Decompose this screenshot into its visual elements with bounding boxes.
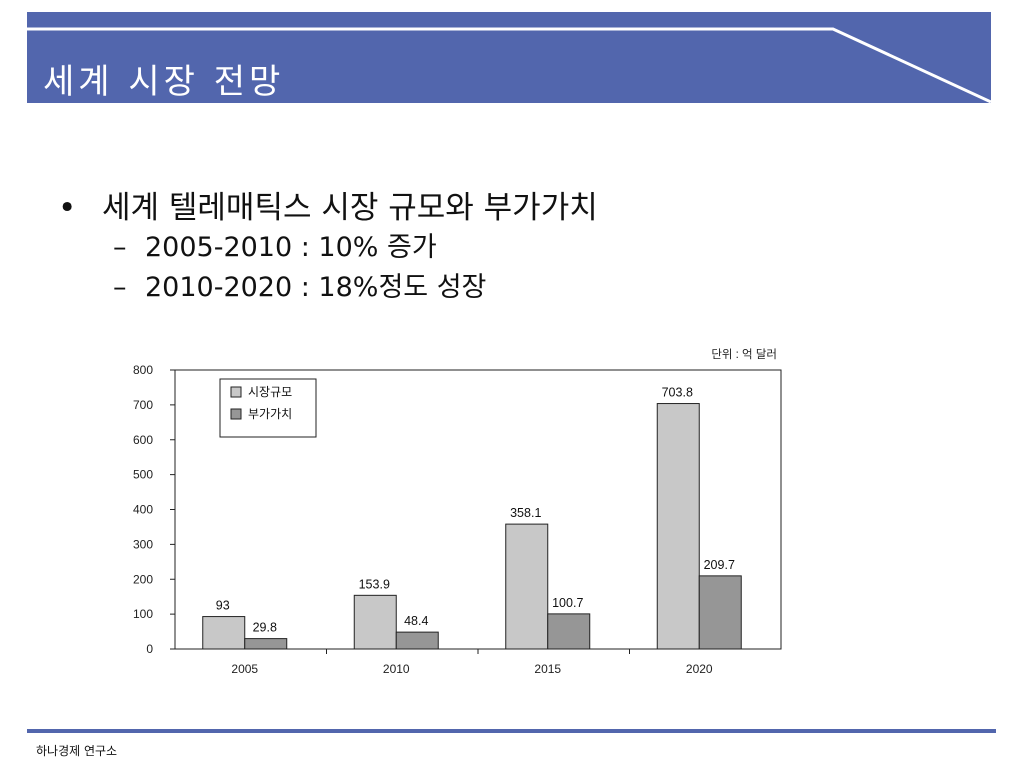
legend-label: 시장규모 <box>248 385 292 399</box>
bar-market-size <box>202 616 246 650</box>
footer-line <box>27 729 996 733</box>
x-tick-label: 2005 <box>231 662 258 676</box>
bar-value-label: 153.9 <box>359 577 390 591</box>
y-tick-label: 600 <box>133 433 153 447</box>
x-tick-label: 2020 <box>686 662 713 676</box>
sub-bullet-dash: – <box>113 232 127 263</box>
unit-note: 단위 : 억 달러 <box>711 347 777 361</box>
bullet-dot: • <box>58 190 77 226</box>
y-tick-label: 300 <box>133 537 153 551</box>
title-bar-decoration <box>27 27 991 103</box>
bar-market-size <box>656 403 700 650</box>
title-bar: 세계 시장 전망 <box>27 12 991 103</box>
bullet-main-text: 세계 텔레매틱스 시장 규모와 부가가치 <box>102 190 598 226</box>
bar-value-label: 209.7 <box>704 558 735 572</box>
bar-value-label: 93 <box>216 599 230 613</box>
y-tick-label: 800 <box>133 363 153 377</box>
bar-value-label: 358.1 <box>510 506 541 520</box>
bar-market-size <box>505 523 549 650</box>
sub-bullet-dash: – <box>113 272 127 303</box>
x-tick-label: 2015 <box>534 662 561 676</box>
sub-bullet-2-text: 2010-2020 : 18%정도 성장 <box>145 272 487 303</box>
bar-value-added <box>698 575 742 650</box>
bar-value-label: 703.8 <box>662 386 693 400</box>
bar-value-added <box>547 613 591 650</box>
y-tick-label: 500 <box>133 468 153 482</box>
bar-market-size <box>353 594 397 650</box>
bar-value-label: 29.8 <box>253 621 277 635</box>
y-tick-label: 0 <box>146 642 153 656</box>
bar-value-label: 100.7 <box>552 596 583 610</box>
bullet-list: • 세계 텔레매틱스 시장 규모와 부가가치 –2005-2010 : 10% 증… <box>58 188 598 308</box>
y-tick-label: 100 <box>133 607 153 621</box>
legend-label: 부가가치 <box>248 407 292 421</box>
bar-value-added <box>244 638 288 650</box>
x-tick-label: 2010 <box>383 662 410 676</box>
bar-value-label: 48.4 <box>404 614 428 628</box>
sub-bullet-2: –2010-2020 : 18%정도 성장 <box>113 268 598 308</box>
y-tick-label: 200 <box>133 572 153 586</box>
sub-bullet-1-text: 2005-2010 : 10% 증가 <box>145 232 437 263</box>
legend-swatch <box>230 386 242 398</box>
market-bar-chart: 0 100 200 300 400 500 600 700 800 93 29.8 2005 153.9… <box>133 347 782 676</box>
legend-swatch <box>230 408 242 420</box>
bar-value-added <box>395 631 439 650</box>
slide-title: 세계 시장 전망 <box>43 62 285 102</box>
footer-org: 하나경제 연구소 <box>36 744 118 758</box>
sub-bullet-1: –2005-2010 : 10% 증가 <box>113 228 598 268</box>
bullet-main: • 세계 텔레매틱스 시장 규모와 부가가치 <box>58 188 598 228</box>
y-tick-label: 400 <box>133 503 153 517</box>
y-tick-label: 700 <box>133 398 153 412</box>
